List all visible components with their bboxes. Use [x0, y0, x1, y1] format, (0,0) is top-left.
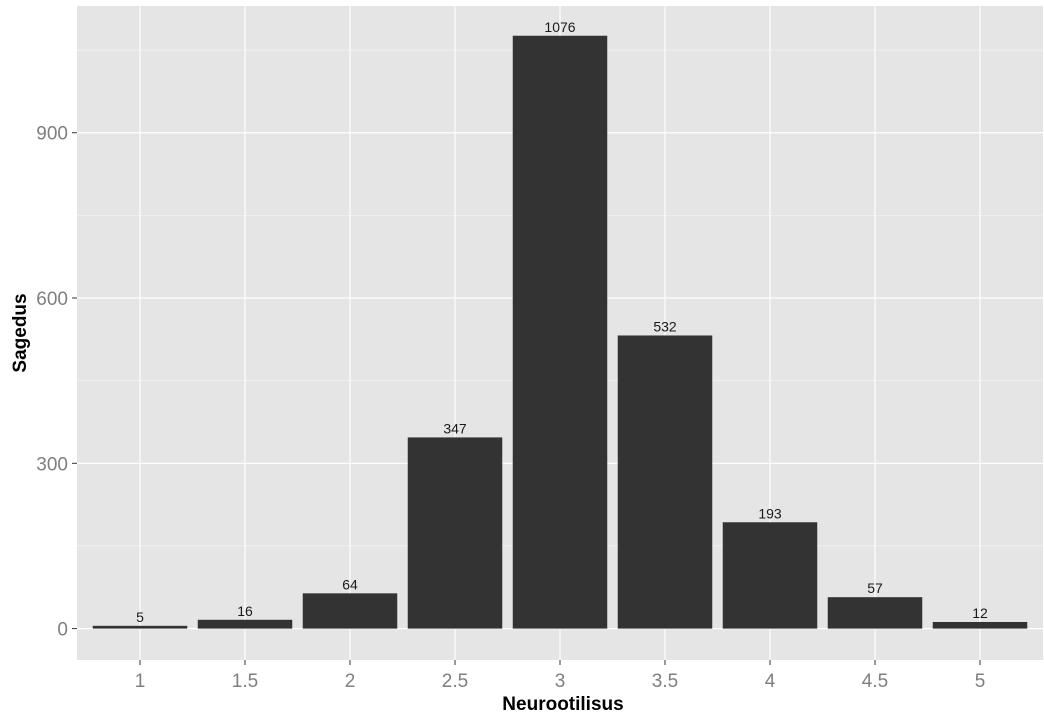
bar	[92, 625, 188, 629]
x-tick-label: 4	[765, 671, 776, 692]
y-tick-label: 900	[36, 124, 68, 145]
bar-value-label: 1076	[544, 19, 575, 35]
y-tick-label: 600	[36, 289, 68, 310]
bar-value-label: 16	[237, 603, 253, 619]
bar-value-label: 193	[758, 505, 782, 521]
y-tick-label: 300	[36, 454, 68, 475]
bar	[617, 335, 713, 629]
x-tick-label: 2.5	[442, 671, 468, 692]
bar-value-label: 57	[867, 580, 883, 596]
bar	[302, 593, 398, 629]
y-tick-label: 0	[57, 620, 68, 641]
x-tick-label: 2	[345, 671, 356, 692]
bar-value-label: 347	[443, 420, 467, 436]
x-tick-label: 3	[555, 671, 566, 692]
x-axis-ticks: 1 1.5 2 2.5 3 3.5 4 4.5 5	[135, 660, 986, 692]
major-gridlines	[77, 6, 1043, 660]
x-tick-label: 4.5	[862, 671, 888, 692]
bar	[407, 437, 503, 629]
bar-value-label: 12	[972, 605, 988, 621]
x-tick-label: 1	[135, 671, 146, 692]
bar-value-label: 5	[136, 609, 144, 625]
bar-value-label: 64	[342, 576, 358, 592]
bars	[92, 35, 1028, 629]
y-axis-title: Sagedus	[10, 293, 31, 372]
x-tick-label: 3.5	[652, 671, 678, 692]
y-axis-ticks: 0 300 600 900	[36, 124, 77, 641]
bar	[932, 621, 1028, 629]
bar-value-label: 532	[653, 318, 677, 334]
bar	[512, 35, 608, 629]
data-labels: 5 16 64 347 1076 532 193 57 12	[136, 19, 988, 625]
bar	[197, 619, 293, 629]
bar	[722, 522, 818, 629]
bar	[827, 597, 923, 629]
x-tick-label: 5	[975, 671, 986, 692]
x-tick-label: 1.5	[232, 671, 258, 692]
x-axis-title: Neurootilisus	[502, 694, 623, 715]
